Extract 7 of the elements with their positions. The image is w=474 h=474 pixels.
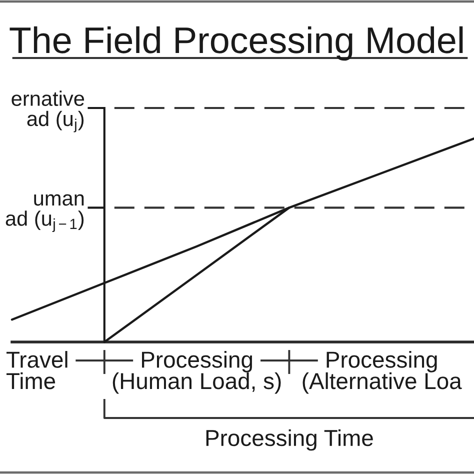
text: Processing (Alternative Loa: [302, 351, 462, 394]
chart-title: The Field Processing Model: [10, 26, 463, 61]
text: Processing Time: [206, 429, 373, 451]
ref-line-label: ernative ad (u$_{j}$): [12, 90, 84, 132]
text: Processing (Human Load, s): [112, 351, 281, 394]
text: Travel Time: [6, 351, 68, 390]
ref-line-label: uman ad (u$_{j−1}$): [6, 194, 84, 232]
